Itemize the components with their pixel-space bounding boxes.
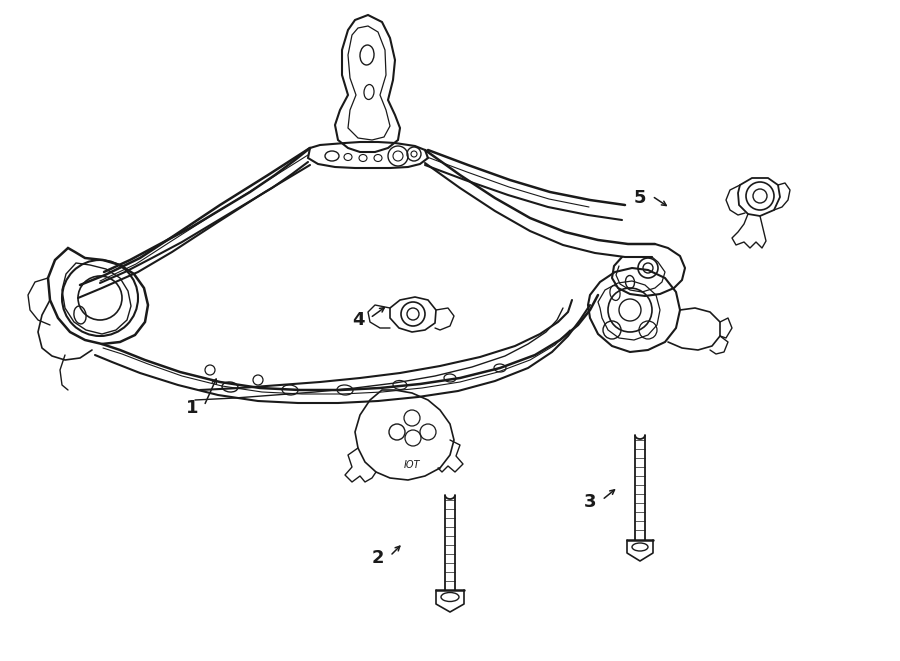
Text: 1: 1 xyxy=(185,399,198,417)
Text: 3: 3 xyxy=(584,493,596,511)
Text: IOT: IOT xyxy=(404,460,420,470)
Text: 4: 4 xyxy=(352,311,365,329)
Text: 5: 5 xyxy=(634,189,646,207)
Text: 2: 2 xyxy=(372,549,384,567)
